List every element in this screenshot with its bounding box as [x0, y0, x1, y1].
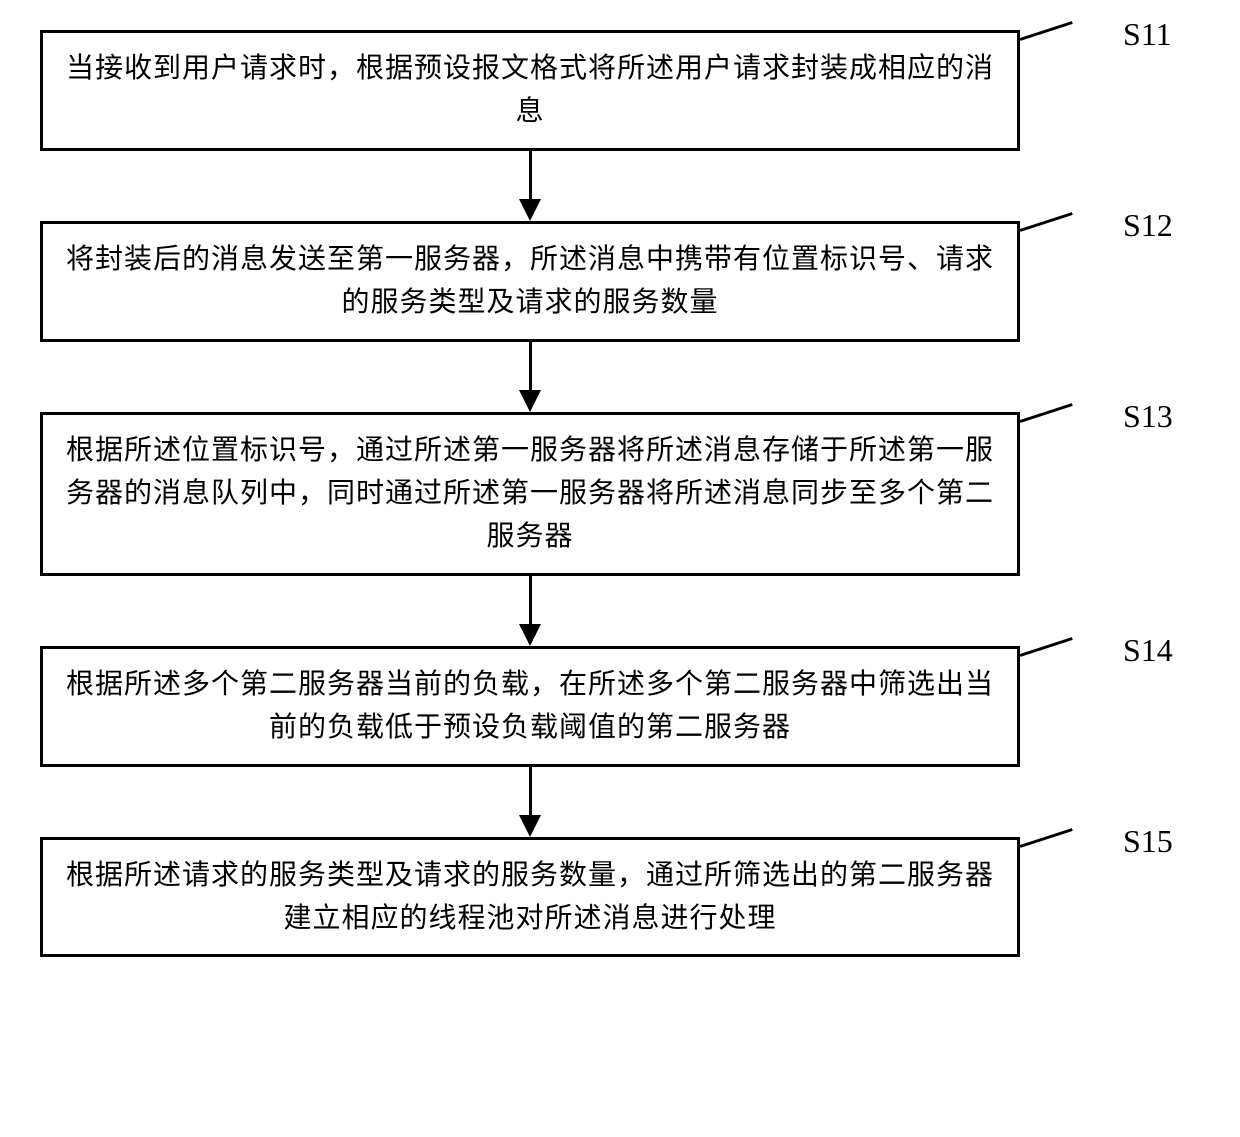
arrow-head-icon	[519, 199, 541, 221]
label-connector-line	[1020, 828, 1073, 848]
label-connector-line	[1020, 403, 1073, 423]
arrow-line	[529, 576, 532, 624]
flow-step-box: 根据所述位置标识号，通过所述第一服务器将所述消息存储于所述第一服务器的消息队列中…	[40, 412, 1020, 576]
flow-step-row: 根据所述多个第二服务器当前的负载，在所述多个第二服务器中筛选出当前的负载低于预设…	[40, 646, 1200, 767]
flow-arrow	[40, 767, 1020, 837]
arrow-head-icon	[519, 815, 541, 837]
arrow-head-icon	[519, 624, 541, 646]
step-label: S11	[1123, 16, 1172, 53]
flow-arrow	[40, 342, 1020, 412]
flow-step-box: 当接收到用户请求时，根据预设报文格式将所述用户请求封装成相应的消息	[40, 30, 1020, 151]
flow-step-row: 当接收到用户请求时，根据预设报文格式将所述用户请求封装成相应的消息S11	[40, 30, 1200, 151]
step-label: S13	[1123, 398, 1173, 435]
step-label: S15	[1123, 823, 1173, 860]
flow-arrow	[40, 151, 1020, 221]
step-label: S12	[1123, 207, 1173, 244]
label-connector-line	[1020, 212, 1073, 232]
flow-step-row: 根据所述请求的服务类型及请求的服务数量，通过所筛选出的第二服务器建立相应的线程池…	[40, 837, 1200, 958]
arrow-head-icon	[519, 390, 541, 412]
flow-arrow	[40, 576, 1020, 646]
arrow-line	[529, 151, 532, 199]
flow-step-box: 根据所述多个第二服务器当前的负载，在所述多个第二服务器中筛选出当前的负载低于预设…	[40, 646, 1020, 767]
label-connector-line	[1020, 637, 1073, 657]
flow-step-box: 将封装后的消息发送至第一服务器，所述消息中携带有位置标识号、请求的服务类型及请求…	[40, 221, 1020, 342]
flowchart-container: 当接收到用户请求时，根据预设报文格式将所述用户请求封装成相应的消息S11 将封装后…	[40, 30, 1200, 957]
arrow-line	[529, 767, 532, 815]
step-label: S14	[1123, 632, 1173, 669]
flow-step-row: 将封装后的消息发送至第一服务器，所述消息中携带有位置标识号、请求的服务类型及请求…	[40, 221, 1200, 342]
flow-step-box: 根据所述请求的服务类型及请求的服务数量，通过所筛选出的第二服务器建立相应的线程池…	[40, 837, 1020, 958]
arrow-line	[529, 342, 532, 390]
flow-step-row: 根据所述位置标识号，通过所述第一服务器将所述消息存储于所述第一服务器的消息队列中…	[40, 412, 1200, 576]
label-connector-line	[1020, 21, 1073, 41]
